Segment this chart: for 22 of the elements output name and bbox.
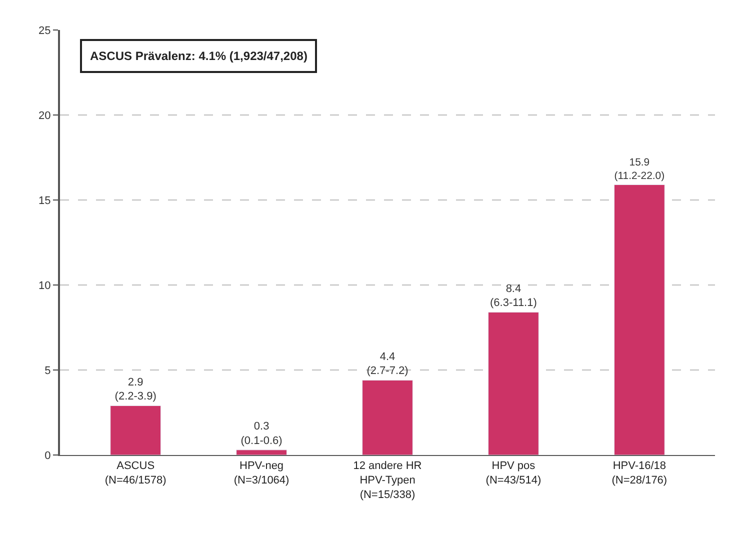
data-label: 4.4 (2.7-7.2) (366, 350, 408, 378)
data-label: 0.3 (0.1-0.6) (240, 420, 282, 447)
annotation: ASCUS Prävalenz: 4.1% (1,923/47,208) (90, 49, 308, 63)
data-label: 2.9 (2.2-3.9) (114, 376, 156, 403)
bar (614, 184, 665, 455)
y-tick-label: 5 (44, 364, 51, 377)
y-tick-label: 0 (44, 450, 51, 462)
y-tick-label: 15 (38, 194, 51, 207)
x-tick-label: 12 andere HR HPV-Typen (N=15/338) (353, 460, 422, 501)
y-tick-label: 10 (38, 280, 51, 292)
x-tick-label: HPV-neg (N=3/1064) (234, 460, 290, 486)
y-tick-label: 25 (38, 24, 51, 37)
bar (488, 312, 539, 455)
x-tick-label: ASCUS (N=46/1578) (104, 460, 166, 486)
x-tick-label: HPV-16/18 (N=28/176) (612, 460, 668, 486)
bar (362, 380, 413, 455)
data-label: 15.9 (11.2-22.0) (614, 157, 665, 182)
y-tick-label: 20 (38, 110, 51, 122)
x-tick-label: HPV pos (N=43/514) (486, 460, 542, 486)
bar (236, 450, 287, 455)
data-label: 8.4 (6.3-11.1) (490, 282, 537, 310)
bar (110, 405, 162, 455)
